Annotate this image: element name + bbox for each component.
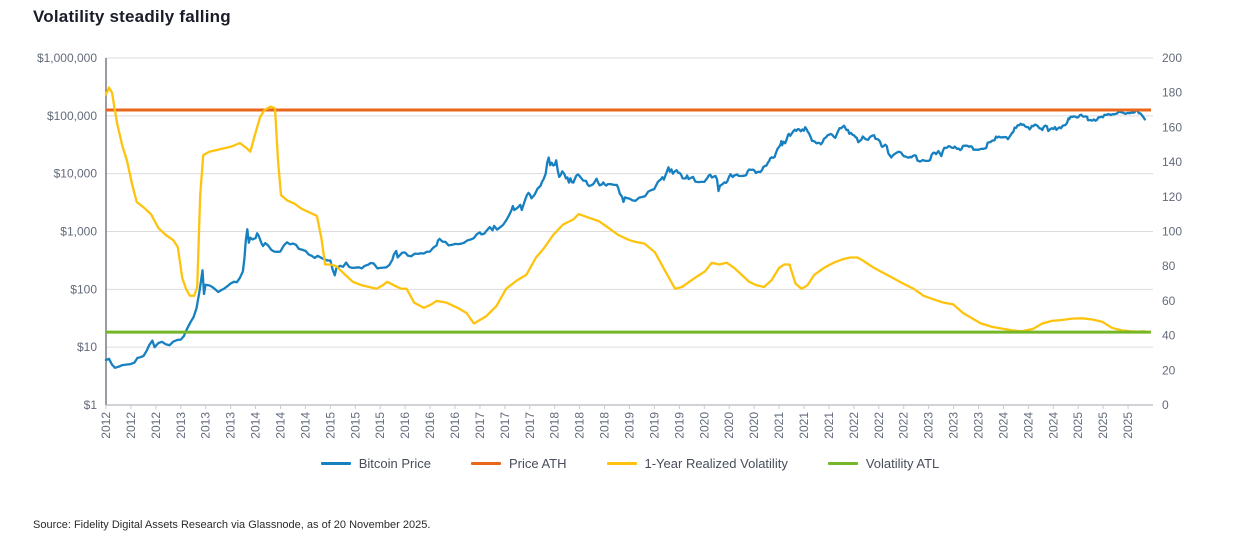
bitcoin-price-line (104, 108, 1146, 369)
legend-swatch-atl (827, 462, 858, 465)
x-axis-tick-label: 2015 (373, 412, 387, 439)
x-axis-tick-label: 2020 (722, 412, 736, 439)
x-axis-tick-label: 2025 (1071, 412, 1085, 439)
right-axis-tick-label: 0 (1162, 398, 1169, 412)
x-axis-tick-label: 2022 (897, 412, 911, 439)
x-axis-tick-label: 2012 (149, 412, 163, 439)
right-axis-tick-label: 200 (1162, 51, 1182, 65)
x-axis-tick-label: 2018 (548, 412, 562, 439)
right-axis-tick-label: 120 (1162, 190, 1182, 204)
legend-item-volatility-atl: Volatility ATL (827, 456, 940, 471)
x-axis-tick-label: 2014 (249, 412, 263, 439)
x-axis-tick-label: 2015 (348, 412, 362, 439)
x-axis-tick-label: 2017 (523, 412, 537, 439)
chart-title: Volatility steadily falling (33, 7, 231, 26)
x-axis-tick-label: 2015 (323, 412, 337, 439)
x-axis-tick-label: 2021 (822, 412, 836, 439)
legend-item-1-year-realized-volatility: 1-Year Realized Volatility (606, 456, 788, 471)
legend-swatch-volatility (606, 462, 637, 465)
x-axis-tick-label: 2021 (772, 412, 786, 439)
left-axis-tick-label: $10,000 (54, 167, 98, 181)
x-axis-tick-label: 2019 (623, 412, 637, 439)
right-axis-tick-label: 160 (1162, 120, 1182, 134)
right-axis-tick-label: 60 (1162, 294, 1176, 308)
x-axis-tick-label: 2014 (274, 412, 288, 439)
x-axis-tick-label: 2016 (423, 412, 437, 439)
x-axis-tick-label: 2024 (996, 412, 1010, 439)
left-axis-tick-label: $100,000 (47, 109, 97, 123)
x-axis-tick-label: 2013 (174, 412, 188, 439)
1-year-realized-volatility-line (104, 86, 1146, 333)
x-axis-tick-label: 2017 (473, 412, 487, 439)
right-axis-tick-label: 80 (1162, 259, 1176, 273)
x-axis-tick-label: 2019 (647, 412, 661, 439)
right-axis-tick-label: 40 (1162, 329, 1176, 343)
right-axis-tick-label: 100 (1162, 225, 1182, 239)
x-axis-tick-label: 2018 (598, 412, 612, 439)
x-axis-tick-label: 2023 (922, 412, 936, 439)
left-axis-tick-label: $100 (70, 282, 97, 296)
legend: Bitcoin Price Price ATH 1-Year Realized Vo… (106, 456, 1154, 471)
x-axis-tick-label: 2025 (1121, 412, 1135, 439)
x-axis-tick-label: 2023 (972, 412, 986, 439)
x-axis-tick-label: 2024 (1021, 412, 1035, 439)
x-axis-tick-label: 2020 (747, 412, 761, 439)
left-axis-tick-label: $1 (84, 398, 98, 412)
x-axis-tick-label: 2023 (947, 412, 961, 439)
left-axis-tick-label: $1,000,000 (37, 51, 97, 65)
x-axis-tick-label: 2014 (298, 412, 312, 439)
legend-label: Volatility ATL (865, 456, 940, 471)
x-axis-tick-label: 2019 (672, 412, 686, 439)
x-axis-tick-label: 2024 (1046, 412, 1060, 439)
x-axis-tick-label: 2012 (124, 412, 138, 439)
legend-swatch-ath (470, 462, 501, 465)
x-axis-tick-label: 2013 (199, 412, 213, 439)
x-axis-tick-label: 2025 (1096, 412, 1110, 439)
x-axis-tick-label: 2022 (847, 412, 861, 439)
x-axis-tick-label: 2020 (697, 412, 711, 439)
left-axis-tick-label: $1,000 (60, 225, 97, 239)
legend-item-price-ath: Price ATH (470, 456, 567, 471)
x-axis-tick-label: 2016 (448, 412, 462, 439)
x-axis-tick-label: 2012 (99, 412, 113, 439)
x-axis-tick-label: 2022 (872, 412, 886, 439)
right-axis-tick-label: 180 (1162, 86, 1182, 100)
x-axis-tick-label: 2016 (398, 412, 412, 439)
x-axis-tick-label: 2018 (573, 412, 587, 439)
legend-label: Price ATH (508, 456, 567, 471)
source-note: Source: Fidelity Digital Assets Research… (33, 519, 431, 531)
x-axis-tick-label: 2017 (498, 412, 512, 439)
legend-item-bitcoin-price: Bitcoin Price (320, 456, 431, 471)
x-axis-tick-label: 2013 (224, 412, 238, 439)
legend-label: Bitcoin Price (358, 456, 431, 471)
legend-label: 1-Year Realized Volatility (644, 456, 788, 471)
right-axis-tick-label: 140 (1162, 155, 1182, 169)
right-axis-tick-label: 20 (1162, 363, 1176, 377)
x-axis-tick-label: 2021 (797, 412, 811, 439)
legend-swatch-bitcoin (320, 462, 351, 465)
left-axis-tick-label: $10 (77, 340, 97, 354)
